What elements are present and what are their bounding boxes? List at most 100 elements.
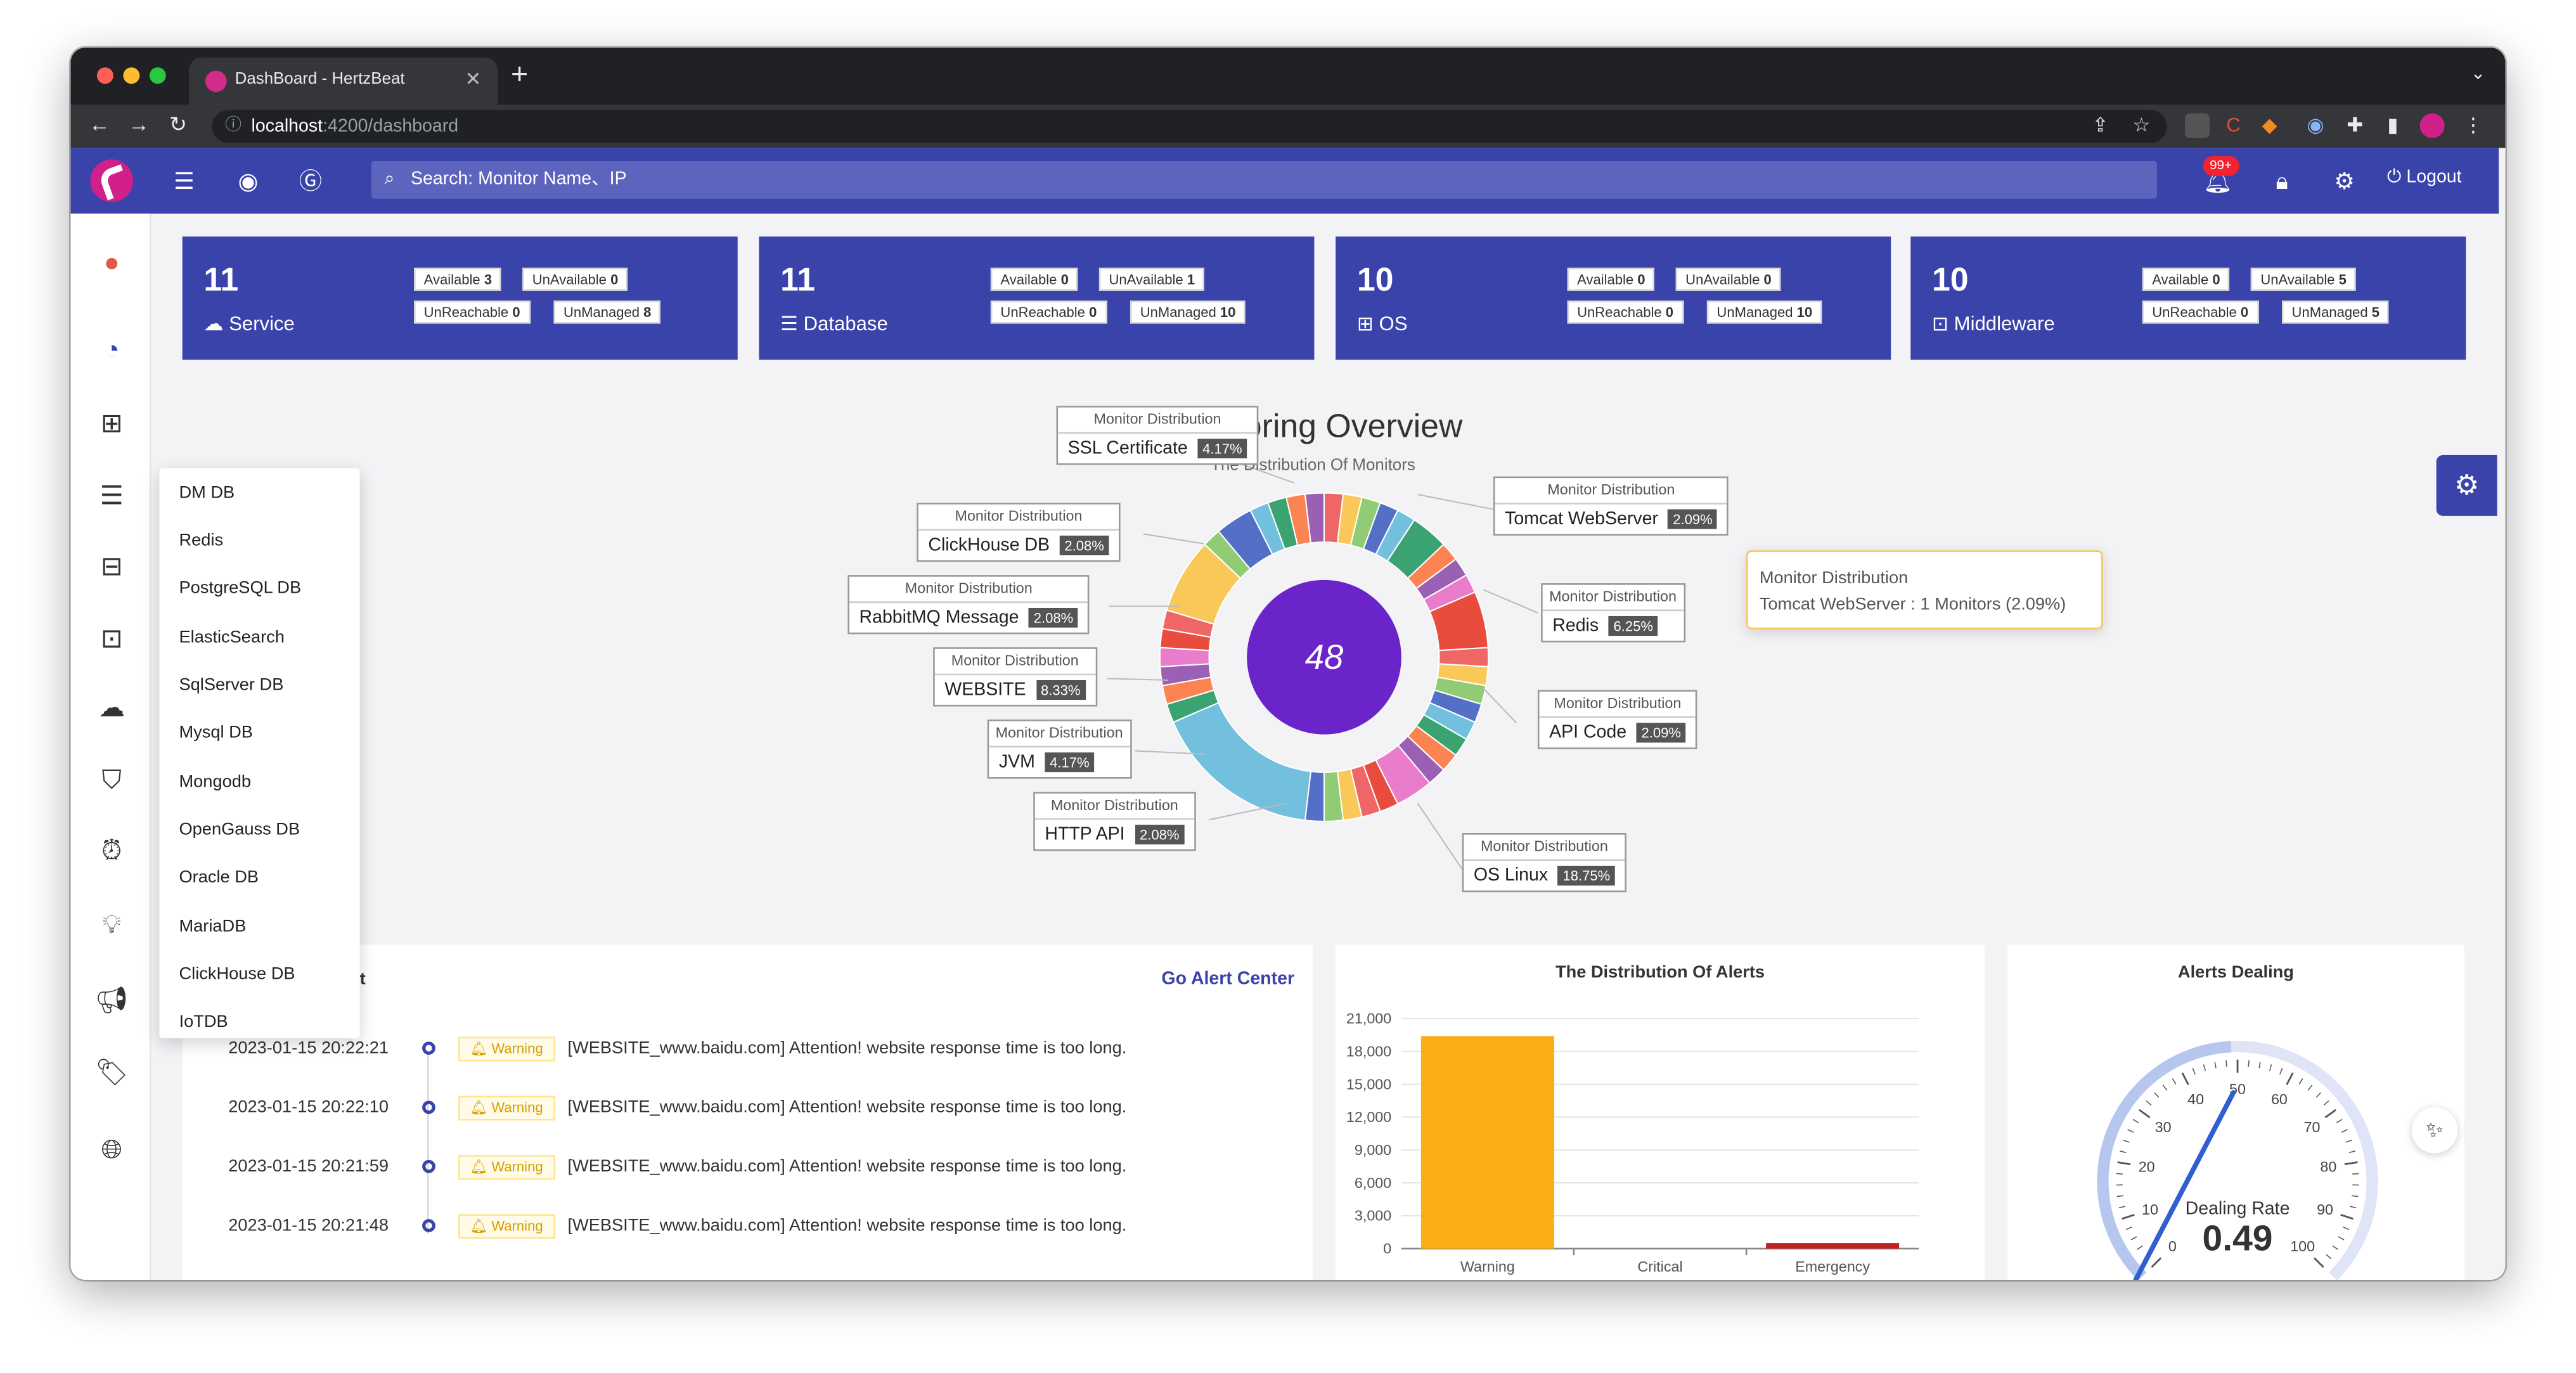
browser-menu-icon[interactable]: ⋮ bbox=[2463, 113, 2483, 137]
unavailable-pill[interactable]: UnAvailable 1 bbox=[1098, 268, 1205, 291]
search-input[interactable]: ⌕ Search: Monitor Name、IP bbox=[371, 160, 2158, 199]
bulb-icon[interactable]: 💡︎ bbox=[102, 912, 121, 940]
go-alert-center-link[interactable]: Go Alert Center bbox=[1161, 969, 1295, 989]
card-label: ☰ Database bbox=[780, 312, 888, 335]
gauge-tick-label: 40 bbox=[2187, 1091, 2204, 1107]
menu-item-elasticsearch[interactable]: ElasticSearch bbox=[179, 628, 285, 648]
callout-leader-line bbox=[1143, 533, 1204, 545]
unavailable-pill[interactable]: UnAvailable 0 bbox=[522, 268, 628, 291]
metamask-icon[interactable]: ◆ bbox=[2262, 113, 2277, 137]
menu-item-clickhouse-db[interactable]: ClickHouse DB bbox=[179, 964, 295, 984]
unreachable-pill[interactable]: UnReachable 0 bbox=[2142, 300, 2258, 324]
browser-tab[interactable]: DashBoard - HertzBeat ✕ bbox=[189, 57, 498, 105]
menu-item-mariadb[interactable]: MariaDB bbox=[179, 917, 247, 937]
callout-name: SSL Certificate bbox=[1067, 439, 1188, 459]
database-card[interactable]: 11 ☰ Database Available 0 UnAvailable 1 … bbox=[759, 236, 1315, 360]
extensions-puzzle-icon[interactable]: ✚ bbox=[2347, 113, 2364, 137]
menu-collapse-icon[interactable]: ☰ bbox=[174, 167, 195, 194]
timeline-dot-icon bbox=[422, 1219, 435, 1232]
alarm-icon[interactable]: ⏰︎ bbox=[101, 837, 122, 866]
unavailable-pill[interactable]: UnAvailable 0 bbox=[1675, 268, 1782, 291]
middleware-icon[interactable]: ⊡ bbox=[100, 626, 123, 654]
unmanaged-pill[interactable]: UnManaged 10 bbox=[1130, 300, 1246, 324]
minimize-window-button[interactable] bbox=[123, 67, 140, 84]
unmanaged-pill[interactable]: UnManaged 10 bbox=[1706, 300, 1822, 324]
menu-item-oracle-db[interactable]: Oracle DB bbox=[179, 867, 259, 887]
bookmark-star-icon[interactable]: ☆ bbox=[2132, 113, 2151, 137]
logout-button[interactable]: ⏻ Logout bbox=[2387, 167, 2462, 189]
menu-item-mongodb[interactable]: Mongodb bbox=[179, 772, 252, 792]
tab-search-chevron-icon[interactable]: ⌄ bbox=[2470, 64, 2486, 84]
menu-item-opengauss-db[interactable]: OpenGauss DB bbox=[179, 820, 300, 840]
cloud-icon[interactable]: ☁ bbox=[98, 695, 125, 723]
gauge-tick-label: 20 bbox=[2139, 1159, 2155, 1175]
menu-item-iotdb[interactable]: IoTDB bbox=[179, 1012, 228, 1032]
unmanaged-pill[interactable]: UnManaged 5 bbox=[2282, 300, 2390, 324]
callout-pct: 8.33% bbox=[1036, 680, 1086, 700]
settings-gear-icon[interactable]: ⚙ bbox=[2334, 167, 2355, 194]
new-tab-icon[interactable]: + bbox=[511, 57, 529, 91]
menu-item-postgresql-db[interactable]: PostgreSQL DB bbox=[179, 578, 302, 598]
pill-value: 0 bbox=[1665, 304, 1674, 321]
globe-icon[interactable]: 🌐︎ bbox=[101, 1137, 122, 1165]
available-pill[interactable]: Available 0 bbox=[990, 268, 1079, 291]
user-avatar-icon[interactable]: ● bbox=[103, 249, 120, 278]
maximize-window-button[interactable] bbox=[149, 67, 166, 84]
reload-icon[interactable]: ↻ bbox=[169, 112, 188, 137]
alert-row[interactable]: 2023-01-15 20:22:21 🔔︎ Warning [WEBSITE_ww… bbox=[228, 1036, 1126, 1062]
menu-item-dm-db[interactable]: DM DB bbox=[179, 482, 235, 503]
app-grid-icon[interactable]: ⊞ bbox=[100, 410, 123, 439]
magic-wand-button[interactable]: ✨︎ bbox=[2411, 1107, 2458, 1154]
unavailable-pill[interactable]: UnAvailable 5 bbox=[2250, 268, 2357, 291]
close-tab-icon[interactable]: ✕ bbox=[465, 67, 482, 91]
menu-item-sqlserver-db[interactable]: SqlServer DB bbox=[179, 675, 284, 695]
theme-settings-button[interactable]: ⚙ bbox=[2436, 454, 2497, 516]
shirt-icon[interactable]: ⛉ bbox=[101, 767, 122, 796]
available-pill[interactable]: Available 3 bbox=[414, 268, 502, 291]
unreachable-pill[interactable]: UnReachable 0 bbox=[1567, 300, 1684, 324]
os-card[interactable]: 10 ⊞ OS Available 0 UnAvailable 0 UnReac… bbox=[1336, 236, 1891, 360]
menu-item-mysql-db[interactable]: Mysql DB bbox=[179, 723, 253, 743]
close-window-button[interactable] bbox=[96, 67, 113, 84]
menu-item-redis[interactable]: Redis bbox=[179, 531, 224, 551]
gauge-tick bbox=[2117, 1161, 2131, 1166]
callout-name: RabbitMQ Message bbox=[859, 607, 1019, 628]
middleware-card[interactable]: 10 ⊡ Middleware Available 0 UnAvailable … bbox=[1910, 236, 2466, 360]
alert-row[interactable]: 2023-01-15 20:21:59 🔔︎ Warning [WEBSITE_ww… bbox=[228, 1155, 1126, 1180]
alert-row[interactable]: 2023-01-15 20:21:48 🔔︎ Warning [WEBSITE_ww… bbox=[228, 1214, 1126, 1239]
lock-icon[interactable]: 🔒︎ bbox=[2276, 167, 2288, 194]
service-card[interactable]: 11 ☁ Service Available 3 UnAvailable 0 U… bbox=[182, 236, 738, 360]
extension-icon[interactable] bbox=[2185, 113, 2210, 138]
back-icon[interactable]: ← bbox=[88, 112, 110, 137]
gauge-tick bbox=[2324, 1109, 2337, 1119]
github-icon[interactable]: ◉ bbox=[238, 167, 259, 194]
unreachable-pill[interactable]: UnReachable 0 bbox=[414, 300, 531, 324]
database-icon[interactable]: ☰ bbox=[100, 482, 124, 512]
profile-avatar-icon[interactable] bbox=[2419, 113, 2445, 138]
os-window-icon[interactable]: ⊟ bbox=[100, 553, 123, 582]
unmanaged-pill[interactable]: UnManaged 8 bbox=[553, 300, 661, 324]
tag-icon[interactable]: 🏷︎ bbox=[94, 1059, 129, 1088]
callout-pct: 2.09% bbox=[1636, 723, 1686, 743]
url-field[interactable]: ⓘ localhost:4200/dashboard bbox=[212, 110, 2167, 143]
gauge-tick bbox=[2343, 1226, 2350, 1230]
gitee-icon[interactable]: Ⓖ bbox=[299, 167, 322, 194]
dashboard-gauge-icon[interactable]: ◔ bbox=[103, 337, 120, 365]
forward-icon[interactable]: → bbox=[128, 112, 150, 137]
hertzbeat-logo-icon[interactable] bbox=[90, 159, 133, 202]
warning-label: Warning bbox=[491, 1217, 543, 1234]
available-pill[interactable]: Available 0 bbox=[2142, 268, 2231, 291]
extension-red-icon[interactable]: C bbox=[2226, 113, 2241, 137]
notify-megaphone-icon[interactable]: 📢︎ bbox=[94, 987, 129, 1015]
card-label-text: Service bbox=[229, 312, 295, 335]
share-icon[interactable]: ⇪ bbox=[2092, 113, 2109, 137]
monitor-distribution-donut[interactable]: 48 bbox=[70, 48, 2505, 1280]
extension-circle-icon[interactable]: ◉ bbox=[2307, 113, 2324, 137]
available-pill[interactable]: Available 0 bbox=[1567, 268, 1656, 291]
unreachable-pill[interactable]: UnReachable 0 bbox=[990, 300, 1107, 324]
pill-value: 0 bbox=[512, 304, 520, 321]
site-info-icon[interactable]: ⓘ bbox=[225, 117, 242, 135]
side-panel-icon[interactable]: ▮ bbox=[2387, 113, 2399, 137]
alert-row[interactable]: 2023-01-15 20:22:10 🔔︎ Warning [WEBSITE_ww… bbox=[228, 1095, 1126, 1121]
